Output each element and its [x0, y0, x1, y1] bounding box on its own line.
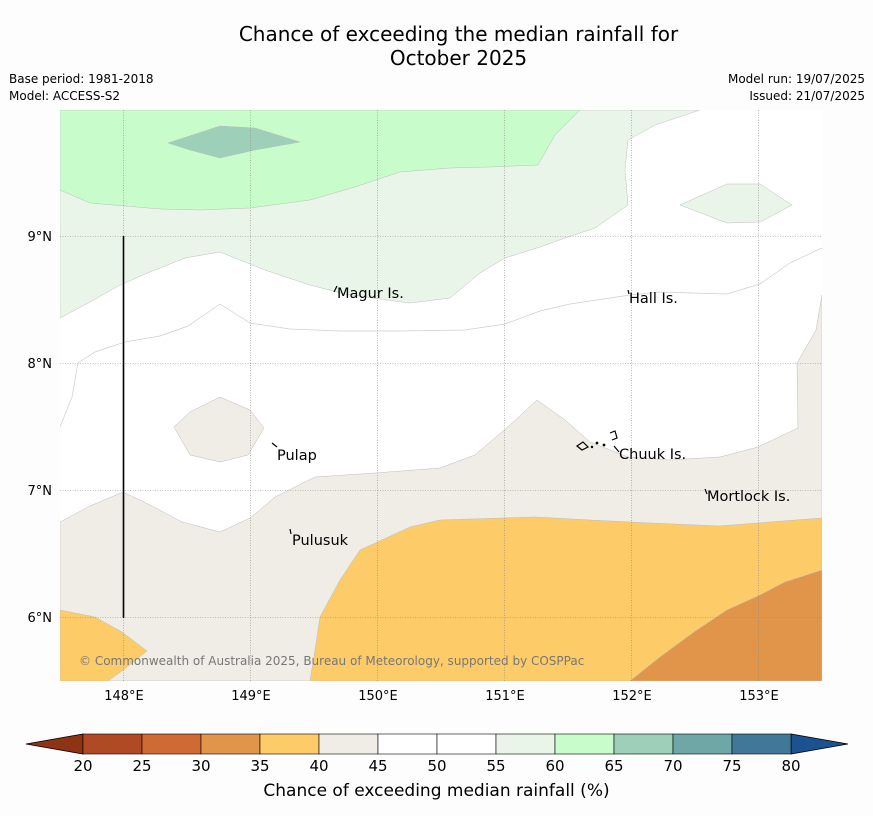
lat-label: 8°N	[28, 357, 53, 372]
lon-label: 152°E	[612, 689, 652, 704]
colorbar-swatch	[318, 733, 379, 755]
colorbar-tick-label: 80	[781, 757, 800, 775]
pulusuk-island-marker	[289, 528, 292, 535]
lon-label: 148°E	[104, 689, 144, 704]
copyright-text: © Commonwealth of Australia 2025, Bureau…	[79, 654, 584, 668]
title-line-1: Chance of exceeding the median rainfall …	[238, 22, 679, 46]
colorbar-tick-label: 25	[132, 757, 151, 775]
colorbar-swatch	[495, 733, 556, 755]
colorbar-tick-label: 65	[604, 757, 623, 775]
colorbar: 20 25 30 35 40 45 50 55 60 65 70 75 80	[25, 733, 849, 775]
lat-labels: 9°N 8°N 7°N 6°N	[28, 230, 53, 626]
model-text: Model: ACCESS-S2	[9, 89, 121, 103]
map-plot-area	[60, 110, 822, 681]
colorbar-extend-low	[25, 733, 84, 755]
lat-label: 6°N	[28, 611, 53, 626]
model-run-text: Model run: 19/07/2025	[727, 72, 865, 86]
place-labels: Magur Is. Hall Is. Pulap Chuuk Is. Mortl…	[277, 286, 790, 549]
hall-island-marker	[627, 289, 630, 295]
chuuk-lagoon-marker	[575, 430, 620, 453]
meta-left: Base period: 1981-2018 Model: ACCESS-S2	[9, 71, 154, 105]
colorbar-label: Chance of exceeding median rainfall (%)	[263, 781, 610, 801]
contour-line-upper	[627, 110, 701, 141]
colorbar-tick-label: 20	[73, 757, 92, 775]
contour-line-50	[60, 247, 822, 428]
place-label-pulap: Pulap	[277, 448, 317, 464]
contour-30-35	[629, 569, 822, 681]
colorbar-tick-label: 60	[545, 757, 564, 775]
contour-65-70	[167, 125, 301, 159]
colorbar-swatch	[731, 733, 792, 755]
colorbar-tick-label: 50	[427, 757, 446, 775]
colorbar-swatch	[141, 733, 202, 755]
island-markers	[271, 285, 708, 535]
contour-60-65	[60, 110, 581, 211]
lon-label: 151°E	[485, 689, 525, 704]
place-label-magur: Magur Is.	[337, 286, 404, 302]
colorbar-tick-label: 40	[309, 757, 328, 775]
base-period-text: Base period: 1981-2018	[9, 72, 154, 86]
colorbar-swatch	[613, 733, 674, 755]
magur-island-marker	[333, 285, 338, 293]
place-label-mortlock: Mortlock Is.	[707, 489, 790, 505]
lon-label: 153°E	[739, 689, 779, 704]
colorbar-tick-label: 35	[250, 757, 269, 775]
mortlock-island-marker	[704, 488, 708, 495]
contour-55-60-east	[679, 183, 793, 224]
lat-label: 9°N	[28, 230, 53, 245]
colorbar-tick-label: 75	[722, 757, 741, 775]
chart-title: Chance of exceeding the median rainfall …	[0, 22, 873, 70]
lon-label: 150°E	[358, 689, 398, 704]
contour-40-45-blob	[173, 396, 265, 463]
colorbar-swatch	[259, 733, 320, 755]
place-label-chuuk: Chuuk Is.	[619, 447, 686, 463]
colorbar-swatch	[82, 733, 143, 755]
lon-label: 149°E	[231, 689, 271, 704]
colorbar-swatch	[377, 733, 438, 755]
colorbar-swatch	[436, 733, 497, 755]
colorbar-tick-label: 45	[368, 757, 387, 775]
colorbar-swatch	[672, 733, 733, 755]
colorbar-tick-label: 55	[486, 757, 505, 775]
colorbar-tick-label: 70	[663, 757, 682, 775]
title-line-2: October 2025	[389, 46, 528, 70]
lon-labels: 148°E 149°E 150°E 151°E 152°E 153°E	[104, 689, 779, 704]
colorbar-swatch	[554, 733, 615, 755]
lat-gridlines	[60, 236, 822, 618]
meta-right: Model run: 19/07/2025 Issued: 21/07/2025	[728, 71, 865, 105]
colorbar-extend-high	[790, 733, 849, 755]
issued-text: Issued: 21/07/2025	[749, 89, 865, 103]
colorbar-tick-label: 30	[191, 757, 210, 775]
colorbar-swatch	[200, 733, 261, 755]
place-label-hall: Hall Is.	[629, 291, 678, 307]
pulap-island-marker	[271, 442, 278, 448]
place-label-pulusuk: Pulusuk	[292, 533, 349, 549]
lat-label: 7°N	[28, 484, 53, 499]
